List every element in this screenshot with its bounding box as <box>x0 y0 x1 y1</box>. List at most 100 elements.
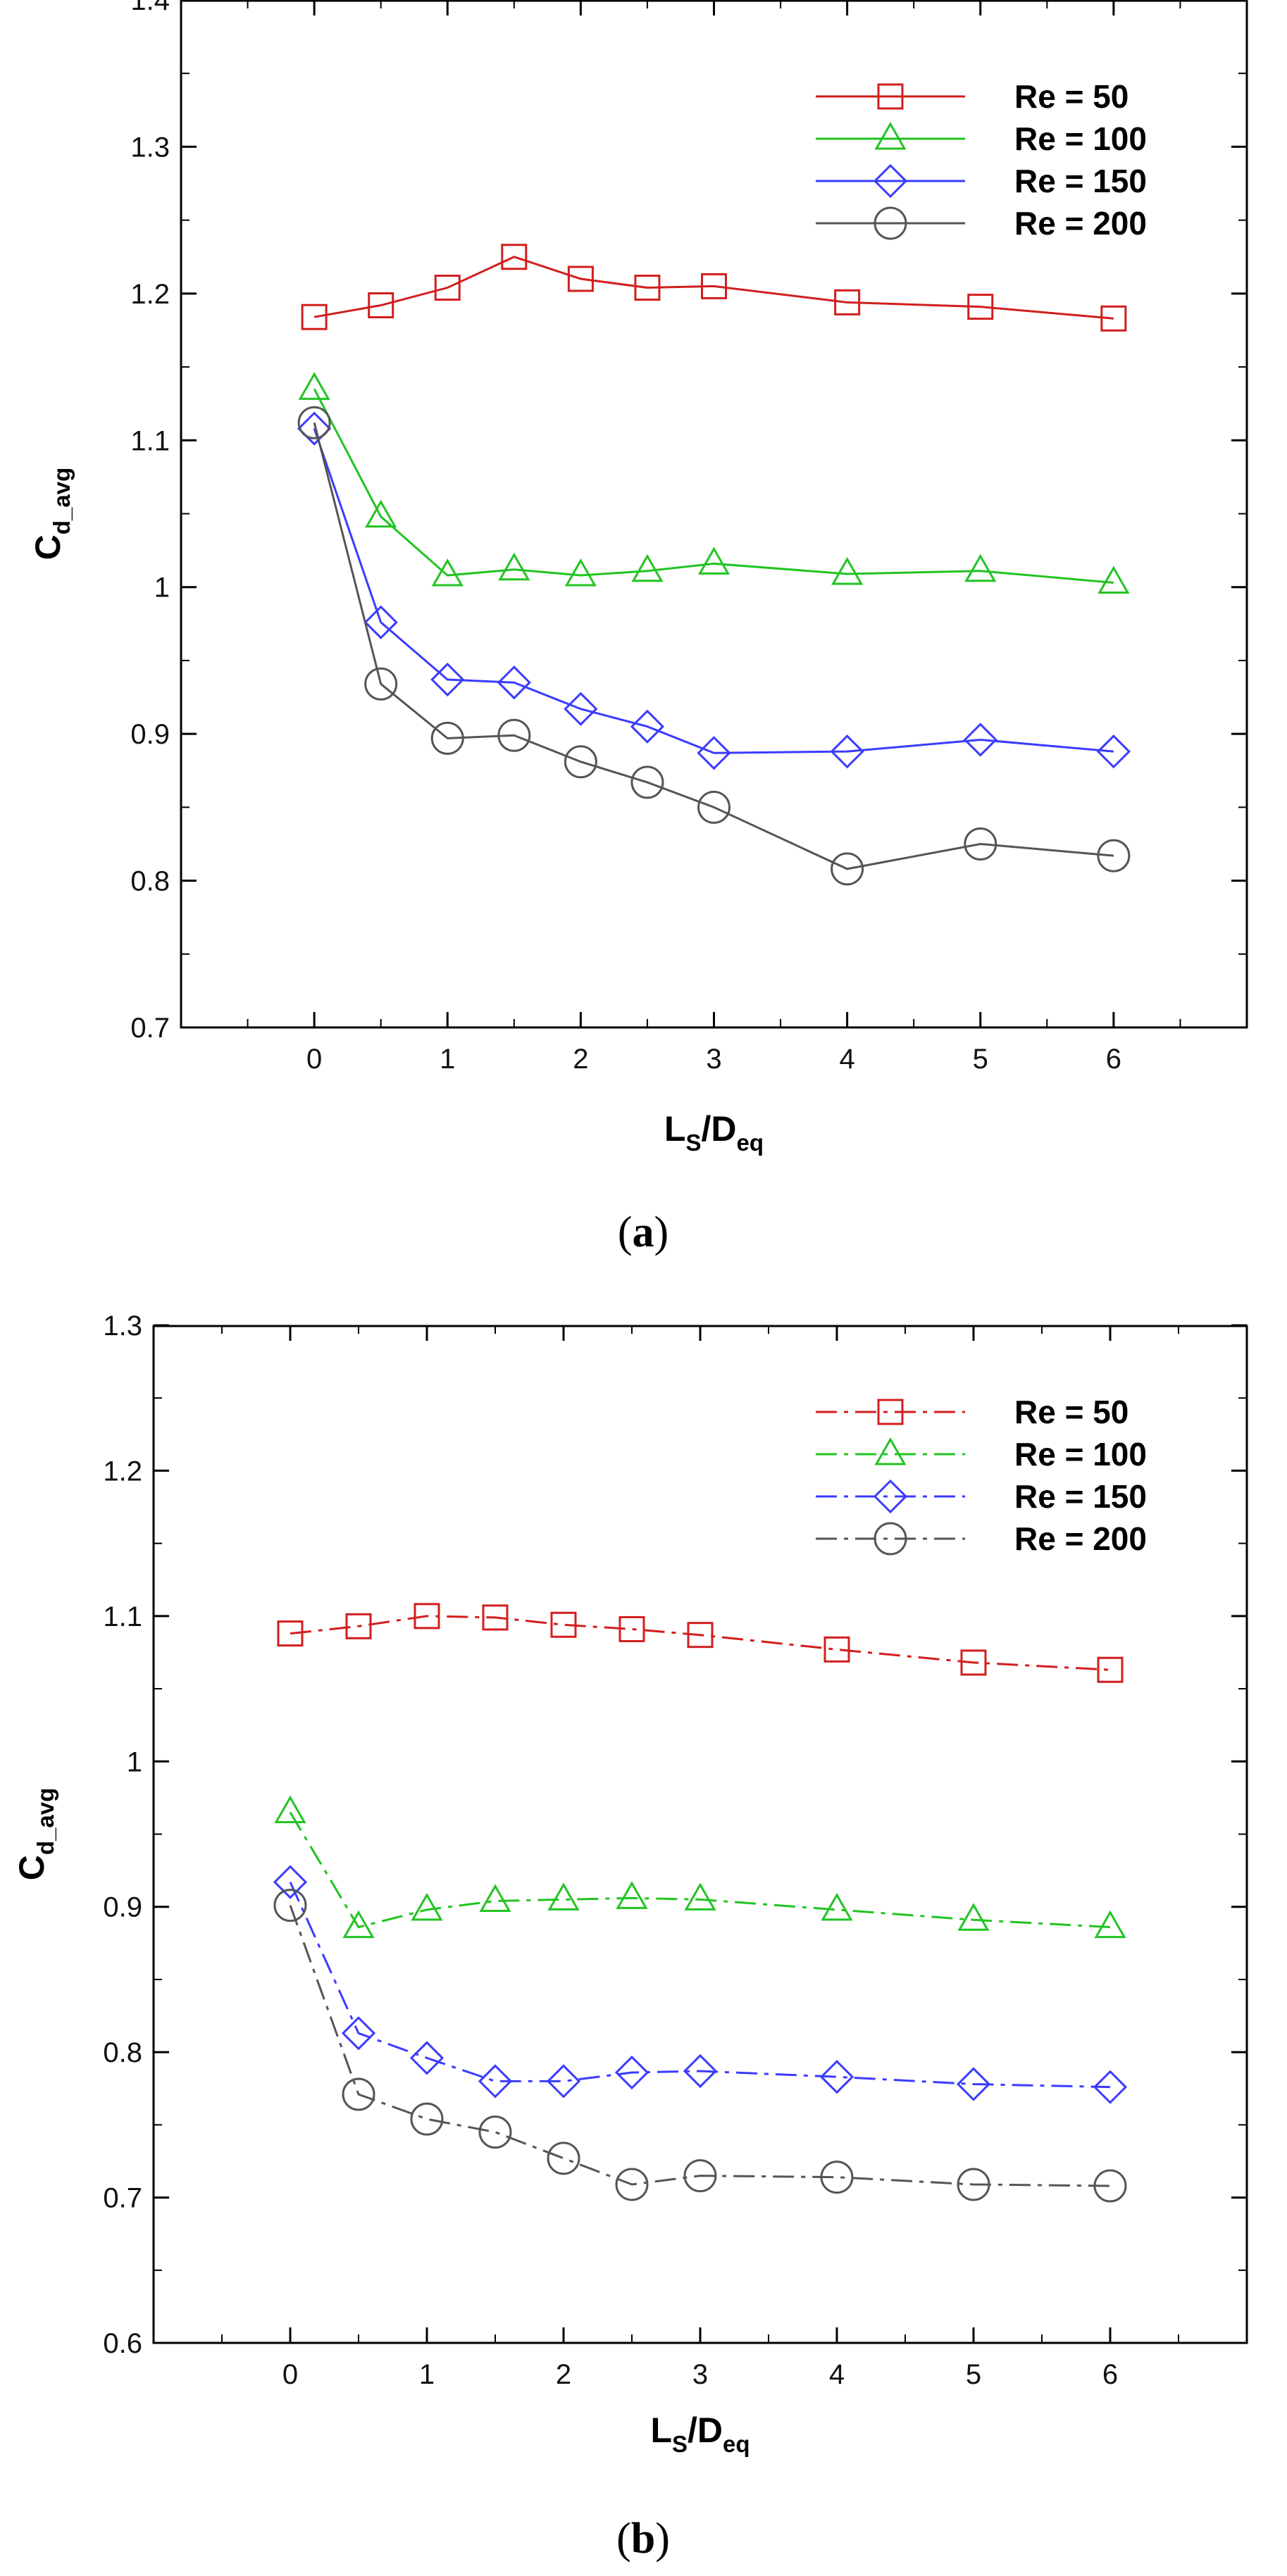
series-circle <box>297 406 1131 886</box>
data-point-circle <box>1097 839 1131 873</box>
y-tick-label: 1 <box>154 573 170 604</box>
x-axis-label: LS/Deq <box>650 2411 750 2457</box>
y-tick-label: 1 <box>127 1746 142 1777</box>
data-point-square <box>1097 1656 1124 1683</box>
data-point-circle <box>564 745 597 779</box>
legend-marker-square <box>877 83 904 110</box>
legend-marker-triangle <box>874 1437 907 1465</box>
data-point-circle <box>964 827 997 861</box>
legend-label: Re = 100 <box>1014 1436 1147 1473</box>
series-line <box>313 422 1114 870</box>
data-point-circle <box>697 790 730 824</box>
series-line <box>313 388 1114 584</box>
y-axis-label: Cd_avg <box>12 1788 58 1880</box>
data-point-diamond <box>1096 734 1131 769</box>
legend-label: Re = 100 <box>1014 120 1147 157</box>
x-tick-label: 2 <box>556 2359 571 2390</box>
data-point-diamond <box>409 2041 444 2075</box>
data-point-square <box>277 1620 304 1647</box>
data-point-triangle <box>631 554 664 582</box>
y-tick-label: 0.7 <box>130 1013 170 1044</box>
data-point-circle <box>630 765 664 799</box>
data-point-square <box>823 1636 850 1663</box>
series-triangle <box>274 1795 1126 1939</box>
panel-caption-open: ( <box>616 2515 631 2563</box>
y-tick-label: 1.2 <box>103 1456 142 1487</box>
data-point-square <box>482 1604 509 1631</box>
data-point-triangle <box>274 1795 306 1824</box>
x-tick-label: 6 <box>1106 1044 1121 1075</box>
data-point-square <box>1100 305 1127 332</box>
y-axis-label-main: C <box>28 534 68 560</box>
x-axis-label-sub1: S <box>686 1130 702 1156</box>
data-point-circle <box>297 406 331 439</box>
data-point-square <box>501 244 528 270</box>
y-tick-label: 1.3 <box>130 132 170 163</box>
series-line <box>290 1615 1111 1671</box>
data-point-circle <box>683 2159 717 2193</box>
panel-caption: (b) <box>616 2515 670 2563</box>
legend-item: Re = 200 <box>816 205 1147 242</box>
legend-marker-triangle <box>874 121 907 150</box>
legend-item: Re = 150 <box>816 1478 1147 1515</box>
data-point-square <box>967 294 994 320</box>
data-point-circle <box>478 2115 512 2149</box>
x-tick-label: 6 <box>1102 2359 1118 2390</box>
y-tick-label: 0.8 <box>103 2037 142 2068</box>
series-square <box>277 1603 1124 1683</box>
x-tick-label: 5 <box>966 2359 981 2390</box>
legend-label: Re = 200 <box>1014 1520 1147 1557</box>
series-circle <box>273 1889 1127 2203</box>
data-point-triangle <box>431 558 464 587</box>
series-diamond <box>297 411 1131 770</box>
series-line <box>313 256 1114 320</box>
data-point-square <box>414 1603 440 1630</box>
legend-label: Re = 50 <box>1014 1394 1129 1430</box>
data-point-circle <box>430 721 464 755</box>
series-line <box>289 1905 1111 2187</box>
x-tick-label: 3 <box>706 1044 721 1075</box>
data-point-square <box>368 292 394 319</box>
data-point-diamond <box>630 709 665 744</box>
data-point-diamond <box>564 692 598 726</box>
y-tick-label: 1.3 <box>103 1311 142 1342</box>
data-point-diamond <box>956 2067 991 2101</box>
y-tick-label: 0.9 <box>103 1892 142 1923</box>
data-point-square <box>618 1615 645 1642</box>
panel-caption-letter: a <box>633 1208 654 1256</box>
y-axis-label-main: C <box>12 1855 51 1880</box>
data-point-square <box>434 275 461 301</box>
series-line <box>313 428 1114 754</box>
y-axis-label: Cd_avg <box>28 468 75 560</box>
y-tick-label: 1.1 <box>103 1601 142 1632</box>
y-tick-label: 1.2 <box>130 279 170 310</box>
panel-caption-close: ) <box>654 1208 669 1256</box>
x-tick-label: 1 <box>440 1044 455 1075</box>
legend-marker-circle <box>873 206 907 240</box>
y-tick-label: 1.1 <box>130 425 170 456</box>
data-point-square <box>301 304 328 330</box>
data-point-diamond <box>478 2064 513 2099</box>
data-point-triangle <box>479 1884 511 1912</box>
legend-marker-diamond <box>873 1479 908 1514</box>
panel-caption: (a) <box>618 1208 669 1256</box>
panel-caption-close: ) <box>655 2515 670 2563</box>
data-point-triangle <box>547 1882 580 1911</box>
data-point-diamond <box>697 736 731 770</box>
y-axis-label-sub: d_avg <box>32 1788 58 1855</box>
legend-item: Re = 50 <box>816 1394 1129 1430</box>
panel-caption-open: ( <box>618 1208 633 1256</box>
data-point-triangle <box>498 552 530 581</box>
chart-panel-b: 0.6 0.7 0.8 0.9 1 1.1 1.2 1.3 0 1 2 3 4 5 6 LS/Deq Cd_av… <box>12 1311 1248 2563</box>
data-point-square <box>960 1649 987 1676</box>
y-tick-label: 0.9 <box>130 719 170 750</box>
y-tick-label: 0.6 <box>103 2328 142 2359</box>
data-point-diamond <box>614 2055 649 2090</box>
data-point-circle <box>497 718 531 752</box>
data-point-square <box>550 1611 577 1638</box>
legend-item: Re = 100 <box>816 1436 1147 1473</box>
legend-label: Re = 150 <box>1014 1478 1147 1515</box>
data-point-circle <box>615 2168 649 2201</box>
legend-item: Re = 100 <box>816 120 1147 157</box>
